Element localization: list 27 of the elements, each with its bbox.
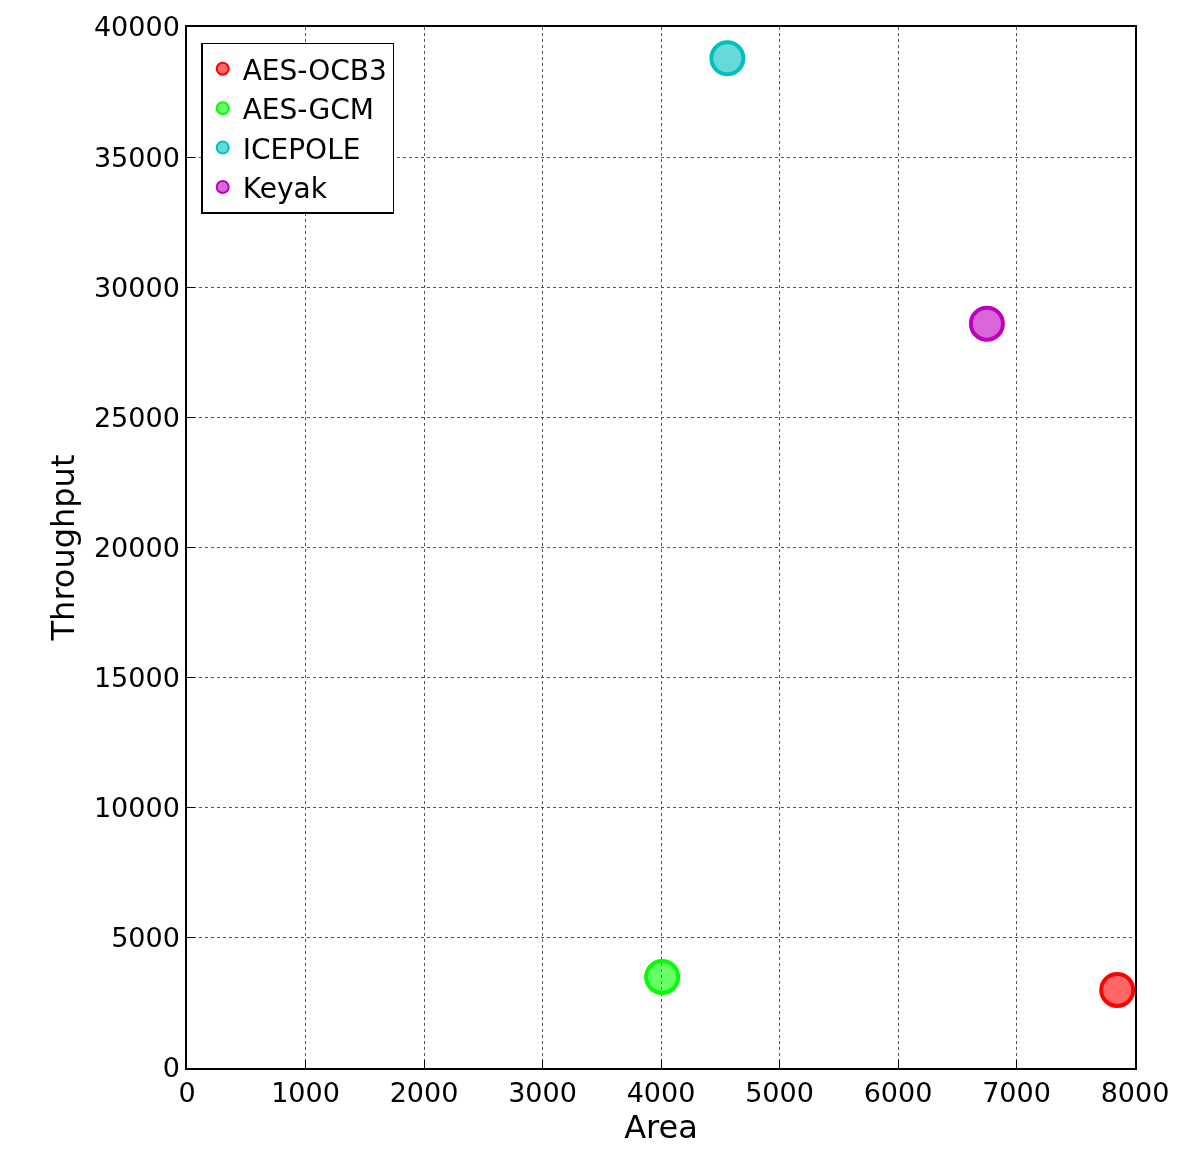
x-axis-title: Area bbox=[624, 1108, 698, 1147]
y-tick-label: 20000 bbox=[93, 531, 180, 563]
legend-label: ICEPOLE bbox=[242, 132, 361, 166]
y-tick-label: 0 bbox=[162, 1052, 180, 1084]
y-axis-title: Throughput bbox=[43, 454, 82, 642]
legend-label: AES-OCB3 bbox=[242, 53, 387, 87]
x-tick-label: 5000 bbox=[745, 1077, 814, 1109]
x-tick-label: 3000 bbox=[508, 1077, 577, 1109]
y-tick-label: 10000 bbox=[93, 792, 180, 824]
x-tick-label: 7000 bbox=[982, 1077, 1051, 1109]
point bbox=[1099, 971, 1136, 1008]
y-tick-label: 40000 bbox=[93, 11, 180, 43]
y-tick-label: 30000 bbox=[93, 271, 180, 303]
point bbox=[709, 40, 746, 77]
x-tick-label: 8000 bbox=[1100, 1077, 1170, 1109]
point bbox=[968, 305, 1005, 342]
legend-label: AES-GCM bbox=[242, 93, 374, 127]
y-tick-label: 15000 bbox=[93, 662, 180, 694]
x-tick-label: 4000 bbox=[626, 1077, 696, 1109]
y-tick-label: 35000 bbox=[93, 141, 180, 173]
point bbox=[644, 958, 681, 995]
legend-label: Keyak bbox=[242, 171, 328, 205]
x-tick-label: 1000 bbox=[271, 1077, 340, 1109]
y-tick-label: 25000 bbox=[93, 401, 180, 433]
y-tick-label: 5000 bbox=[111, 922, 180, 954]
x-tick-label: 2000 bbox=[389, 1077, 459, 1109]
x-tick-label: 6000 bbox=[863, 1077, 933, 1109]
